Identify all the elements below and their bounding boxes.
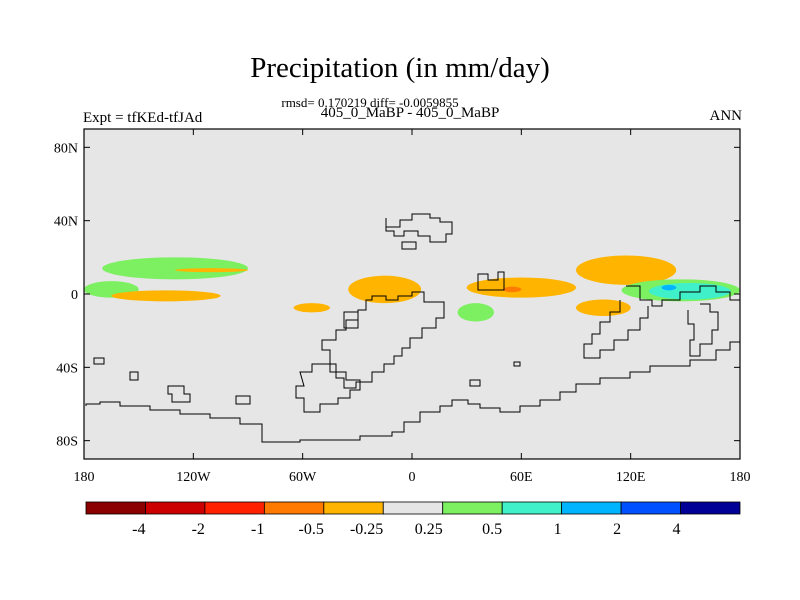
- y-tick-label-2: 0: [71, 288, 78, 303]
- x-tick-label-3: 0: [409, 470, 416, 485]
- chart-center-label: 405_0_MaBP - 405_0_MaBP: [320, 105, 500, 121]
- y-tick-label-3: 40S: [56, 361, 78, 376]
- anomaly-region-10: [576, 299, 631, 316]
- chart-title: Precipitation (in mm/day): [250, 52, 550, 84]
- madagascar-coastline: [343, 311, 359, 329]
- colorbar-label-6: 0.5: [482, 521, 502, 538]
- chart-subtitle: rmsd= 0.170219 diff= -0.0059855: [281, 95, 459, 110]
- x-tick-label-6: 180: [730, 470, 751, 485]
- chart-left-label: Expt = tfKEd-tfJAd: [83, 110, 203, 126]
- colorbar-box-1: [145, 501, 206, 515]
- small-contour-1: [167, 385, 191, 403]
- colorbar-box-9: [620, 501, 681, 515]
- chart-right-label: ANN: [709, 108, 743, 124]
- colorbar-box-7: [501, 501, 563, 515]
- continent-outlines: [85, 213, 740, 443]
- anomaly-region-1: [102, 257, 248, 280]
- x-tick-label-4: 60E: [510, 470, 533, 485]
- anomaly-region-5: [348, 275, 422, 304]
- colorbar-box-0: [85, 501, 146, 515]
- asia-coastline: [385, 213, 453, 243]
- colorbar-box-10: [680, 501, 741, 515]
- southern-ocean-contour: [295, 363, 361, 413]
- y-tick-label-0: 80N: [54, 141, 78, 156]
- colorbar-box-5: [382, 501, 444, 515]
- colorbar-label-2: -1: [251, 521, 264, 538]
- colorbar-box-4: [323, 501, 384, 515]
- africa-coastline: [321, 291, 445, 389]
- x-tick-label-5: 120E: [616, 470, 646, 485]
- colorbar-box-3: [263, 501, 325, 515]
- colorbar-label-1: -2: [192, 521, 205, 538]
- anomaly-region-12: [648, 283, 731, 300]
- x-tick-label-0: 180: [74, 470, 95, 485]
- colorbar-label-4: -0.25: [350, 521, 383, 538]
- anomaly-region-7: [503, 286, 522, 293]
- anomaly-regions: [84, 255, 740, 322]
- anomaly-region-4: [293, 303, 330, 313]
- colorbar-label-3: -0.5: [298, 521, 323, 538]
- colorbar-label-5: 0.25: [415, 521, 443, 538]
- antarctic-coastline: [85, 341, 740, 443]
- colorbar: -4 -2 -1 -0.5 -0.25 0.25 0.5 1 2 4: [85, 501, 741, 538]
- colorbar-box-2: [204, 501, 265, 515]
- colorbar-label-7: 1: [554, 521, 562, 538]
- colorbar-label-8: 2: [613, 521, 621, 538]
- anomaly-region-6: [466, 277, 576, 298]
- colorbar-box-6: [442, 501, 503, 515]
- y-axis: 80N 40N 0 40S 80S: [54, 141, 740, 450]
- colorbar-box-8: [561, 501, 622, 515]
- y-tick-label-1: 40N: [54, 215, 78, 230]
- anomaly-region-3: [175, 268, 248, 273]
- anomaly-region-8: [457, 303, 494, 322]
- southeast-asia-coastline: [583, 285, 740, 359]
- x-axis: 180 120W 60W 0 60E 120E 180: [74, 129, 751, 485]
- colorbar-label-9: 4: [673, 521, 681, 538]
- y-tick-label-4: 80S: [56, 435, 78, 450]
- small-contour-2: [235, 395, 251, 405]
- x-tick-label-2: 60W: [289, 470, 317, 485]
- anomaly-region-13: [661, 284, 677, 291]
- anomaly-region-2: [111, 290, 221, 302]
- india-coastline: [477, 271, 505, 291]
- small-contour-3: [93, 293, 740, 387]
- x-tick-label-1: 120W: [176, 470, 211, 485]
- anomaly-region-9: [576, 255, 677, 285]
- colorbar-label-0: -4: [132, 521, 145, 538]
- island-north: [401, 241, 417, 250]
